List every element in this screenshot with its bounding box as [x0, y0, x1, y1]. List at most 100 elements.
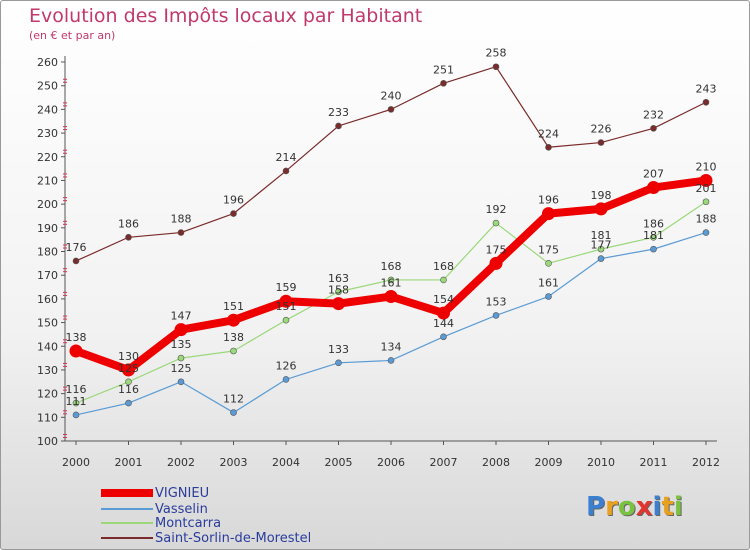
- data-point: [492, 63, 500, 71]
- data-point: [702, 229, 710, 236]
- data-point: [545, 293, 552, 300]
- data-label: 158: [328, 284, 349, 297]
- data-label: 210: [696, 160, 717, 173]
- data-label: 163: [328, 272, 349, 285]
- y-tick-label: 200: [37, 198, 58, 211]
- logo-letter: x: [635, 492, 653, 522]
- y-tick-label: 120: [37, 388, 58, 401]
- data-point: [647, 181, 660, 195]
- data-point: [230, 347, 237, 355]
- x-tick-label: 2010: [587, 456, 615, 469]
- data-point: [332, 297, 345, 311]
- data-point: [440, 333, 447, 341]
- data-point: [650, 125, 657, 132]
- data-point: [122, 363, 135, 377]
- data-point: [335, 122, 342, 130]
- logo-letter: o: [617, 492, 636, 522]
- data-point: [492, 312, 500, 319]
- data-label: 116: [118, 383, 139, 396]
- data-point: [69, 344, 83, 358]
- data-label: 188: [696, 213, 717, 226]
- y-tick-label: 190: [37, 222, 58, 235]
- data-point: [230, 409, 237, 416]
- data-point: [594, 202, 608, 216]
- data-label: 243: [696, 82, 717, 95]
- data-point: [702, 98, 710, 106]
- data-point: [387, 276, 395, 284]
- legend-item-vignieu: VIGNIEU: [101, 485, 210, 501]
- data-point: [282, 316, 290, 324]
- data-label: 168: [433, 260, 454, 273]
- y-tick-label: 210: [37, 174, 58, 187]
- data-point: [177, 378, 185, 386]
- y-tick-label: 150: [37, 317, 58, 330]
- y-tick-label: 230: [37, 127, 58, 140]
- y-tick-label: 170: [37, 269, 58, 282]
- data-point: [650, 233, 657, 241]
- data-label: 135: [171, 338, 192, 351]
- data-point: [72, 411, 80, 419]
- data-label: 188: [171, 213, 192, 226]
- data-point: [699, 173, 713, 187]
- data-label: 138: [66, 331, 87, 344]
- data-point: [597, 255, 605, 262]
- data-label: 196: [538, 194, 559, 207]
- x-tick-label: 2001: [115, 456, 143, 469]
- legend-swatch-vignieu: [101, 489, 153, 497]
- data-point: [440, 276, 447, 284]
- data-label: 144: [433, 317, 454, 330]
- data-label: 161: [381, 277, 402, 290]
- data-label: 176: [66, 241, 87, 254]
- x-tick-label: 2005: [325, 456, 353, 469]
- data-point: [227, 313, 240, 327]
- x-tick-label: 2009: [535, 456, 563, 469]
- data-label: 116: [66, 383, 87, 396]
- logo-letter: t: [661, 492, 674, 522]
- legend-label-montcarra: Montcarra: [155, 515, 222, 531]
- data-label: 159: [276, 281, 297, 294]
- legend-label-saint-sorlin: Saint-Sorlin-de-Morestel: [155, 530, 312, 546]
- data-label: 125: [118, 362, 139, 375]
- logo-letter: i: [673, 492, 683, 522]
- x-tick-label: 2007: [430, 456, 458, 469]
- data-point: [335, 288, 342, 296]
- data-point: [177, 229, 185, 236]
- data-label: 258: [486, 47, 507, 60]
- y-tick-label: 250: [37, 80, 58, 93]
- y-tick-label: 180: [37, 246, 58, 259]
- data-label: 233: [328, 106, 349, 119]
- data-label: 125: [171, 362, 192, 375]
- data-point: [440, 80, 447, 87]
- data-point: [437, 306, 450, 320]
- data-label: 214: [276, 151, 297, 164]
- data-label: 192: [486, 203, 507, 216]
- logo-letter: r: [605, 492, 618, 522]
- y-tick-label: 110: [37, 411, 58, 424]
- data-label: 154: [433, 293, 454, 306]
- data-point: [702, 198, 710, 206]
- data-label: 168: [381, 260, 402, 273]
- legend-item-vasselin: Vasselin: [101, 502, 208, 517]
- data-point: [542, 207, 555, 221]
- data-label: 175: [486, 243, 507, 256]
- x-tick-label: 2002: [167, 456, 195, 469]
- x-tick-label: 2004: [272, 456, 300, 469]
- data-label: 224: [538, 127, 559, 140]
- data-label: 251: [433, 63, 454, 76]
- x-tick-label: 2006: [377, 456, 405, 469]
- data-label: 111: [66, 395, 87, 408]
- data-point: [72, 257, 80, 265]
- y-tick-label: 140: [37, 340, 58, 353]
- data-point: [125, 399, 132, 407]
- legend-label-vignieu: VIGNIEU: [155, 485, 210, 501]
- data-point: [387, 106, 395, 113]
- data-label: 130: [118, 350, 139, 363]
- data-label: 240: [381, 89, 402, 102]
- y-tick-label: 220: [37, 151, 58, 164]
- data-label: 126: [276, 359, 297, 372]
- data-label: 201: [696, 182, 717, 195]
- data-label: 153: [486, 295, 507, 308]
- data-point: [282, 376, 290, 383]
